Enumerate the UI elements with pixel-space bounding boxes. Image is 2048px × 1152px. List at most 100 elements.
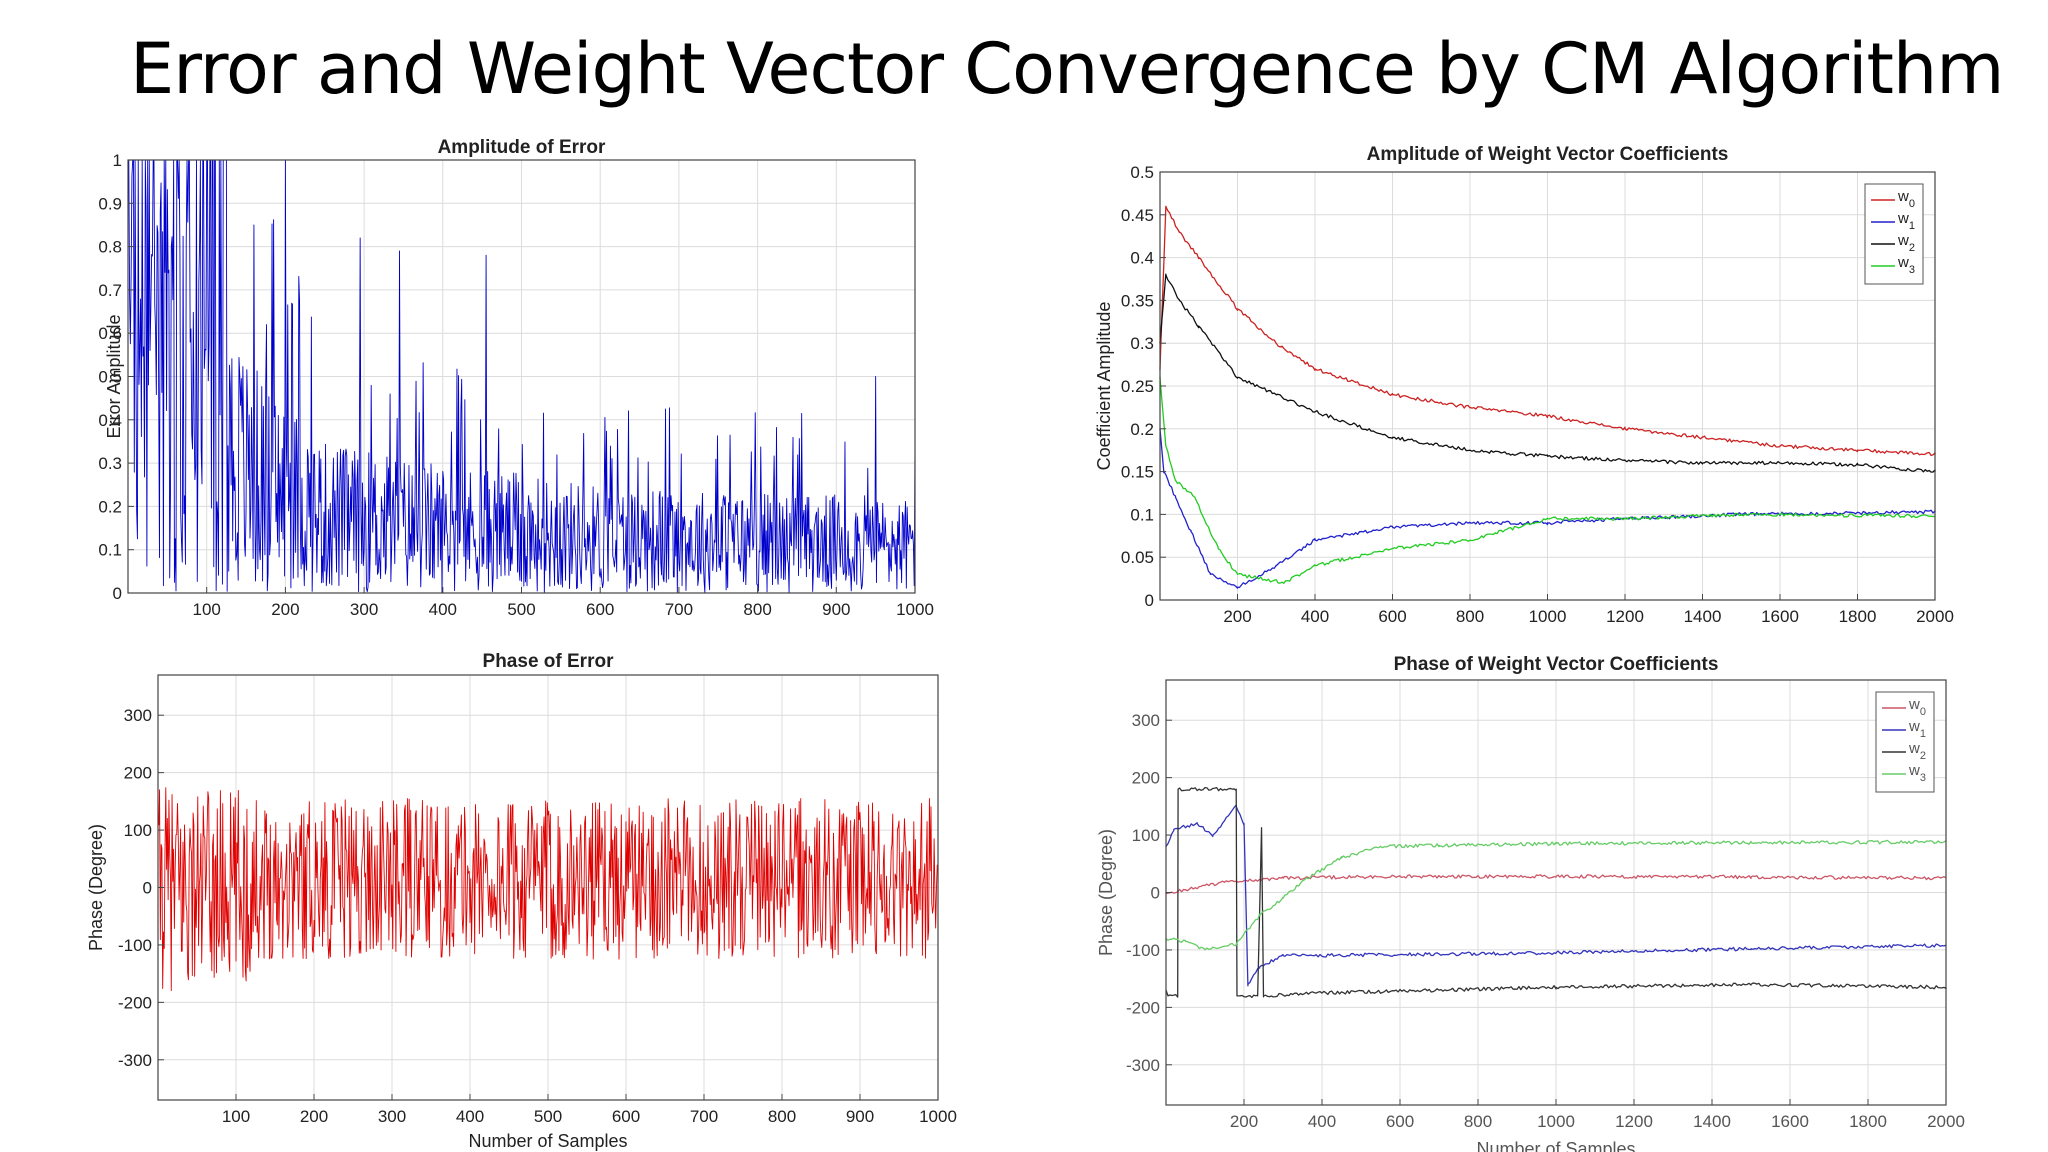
y-tick-label: 0.8	[98, 238, 122, 257]
y-tick-label: 0.35	[1121, 291, 1154, 310]
x-tick-label: 400	[456, 1107, 484, 1126]
x-tick-label: 1800	[1839, 607, 1877, 626]
series-line-w0	[1165, 874, 1947, 895]
series-group	[1165, 786, 1947, 999]
x-tick-label: 200	[271, 600, 299, 619]
x-tick-label: 800	[1464, 1112, 1492, 1131]
y-tick-label: 0.7	[98, 281, 122, 300]
series-line-w1	[1165, 804, 1947, 987]
series-line-w3	[1159, 376, 1936, 584]
x-axis-label: Number of Samples	[1476, 1139, 1635, 1152]
y-tick-label: 200	[1132, 769, 1160, 788]
series-line-0	[128, 159, 916, 594]
x-axis-label: Number of Samples	[468, 1131, 627, 1151]
ticks: 100 200 300 400 500 600 700 800 900 1000-300-200-…	[118, 706, 957, 1126]
slide-title: Error and Weight Vector Convergence by C…	[130, 28, 2004, 110]
x-tick-label: 500	[507, 600, 535, 619]
y-tick-label: 0.5	[98, 368, 122, 387]
y-tick-label: -300	[118, 1051, 152, 1070]
x-tick-label: 400	[429, 600, 457, 619]
x-tick-label: 2000	[1916, 607, 1954, 626]
x-tick-label: 100	[222, 1107, 250, 1126]
x-tick-label: 800	[768, 1107, 796, 1126]
y-tick-label: 100	[124, 821, 152, 840]
x-tick-label: 800	[743, 600, 771, 619]
y-tick-label: 0.6	[98, 324, 122, 343]
x-tick-label: 900	[846, 1107, 874, 1126]
x-tick-label: 200	[300, 1107, 328, 1126]
legend-subscript: 1	[1920, 728, 1926, 740]
series-line-0	[158, 787, 939, 992]
chart-amplitude-of-error: 100 200 300 400 500 600 700 800 900 1000 0 0.1 0.2 0.…	[98, 137, 934, 619]
x-tick-label: 1800	[1849, 1112, 1887, 1131]
y-tick-label: 0	[113, 584, 122, 603]
series-line-w0	[1159, 205, 1936, 457]
y-tick-label: 0.5	[1130, 163, 1154, 182]
y-tick-label: 100	[1132, 826, 1160, 845]
x-tick-label: 700	[690, 1107, 718, 1126]
y-tick-label: 0	[143, 879, 152, 898]
y-tick-label: -300	[1126, 1056, 1160, 1075]
y-tick-label: 0.25	[1121, 377, 1154, 396]
series-group	[128, 159, 916, 594]
x-tick-label: 900	[822, 600, 850, 619]
x-tick-label: 500	[534, 1107, 562, 1126]
y-axis-label: Coefficient Amplitude	[1094, 302, 1114, 471]
series-line-w3	[1165, 839, 1947, 951]
y-tick-label: 300	[1132, 711, 1160, 730]
y-axis-label: Error Amplitude	[104, 314, 124, 438]
y-tick-label: 0.2	[1130, 420, 1154, 439]
y-tick-label: 0	[1151, 884, 1160, 903]
grid	[1166, 680, 1947, 1105]
x-tick-label: 2000	[1927, 1112, 1965, 1131]
x-tick-label: 1400	[1684, 607, 1722, 626]
legend-subscript: 0	[1909, 198, 1915, 210]
y-tick-label: 0.9	[98, 194, 122, 213]
series-group	[158, 787, 939, 992]
ticks: 100 200 300 400 500 600 700 800 900 1000 0 0.1 0.2 0.…	[98, 151, 934, 619]
chart-phase-of-weight-vector-coefficients: 200 400 600 800 1000 1200 1400 1600 1800 2000-300…	[1096, 654, 1965, 1152]
y-tick-label: -200	[118, 993, 152, 1012]
y-tick-label: 200	[124, 764, 152, 783]
legend-subscript: 1	[1909, 220, 1915, 232]
x-tick-label: 700	[665, 600, 693, 619]
y-axis-label: Phase (Degree)	[1096, 829, 1116, 956]
y-tick-label: 0.4	[98, 411, 122, 430]
x-tick-label: 1000	[1537, 1112, 1575, 1131]
x-tick-label: 300	[378, 1107, 406, 1126]
x-tick-label: 800	[1456, 607, 1484, 626]
x-tick-label: 200	[1230, 1112, 1258, 1131]
chart-title: Amplitude of Weight Vector Coefficients	[1367, 144, 1729, 165]
y-tick-label: 0.05	[1121, 548, 1154, 567]
chart-title: Amplitude of Error	[438, 137, 606, 158]
y-tick-label: 0.4	[1130, 249, 1154, 268]
y-tick-label: 0	[1145, 591, 1154, 610]
x-tick-label: 1600	[1771, 1112, 1809, 1131]
y-tick-label: 1	[113, 151, 122, 170]
x-tick-label: 400	[1308, 1112, 1336, 1131]
x-tick-label: 600	[1378, 607, 1406, 626]
legend-subscript: 3	[1909, 264, 1915, 276]
y-tick-label: -100	[1126, 941, 1160, 960]
series-line-w2	[1165, 786, 1947, 999]
y-axis-label: Phase (Degree)	[86, 824, 106, 951]
ticks: 200 400 600 800 1000 1200 1400 1600 1800 2000-300…	[1126, 711, 1965, 1131]
x-tick-label: 1000	[919, 1107, 957, 1126]
y-tick-label: 0.2	[98, 497, 122, 516]
x-tick-label: 600	[612, 1107, 640, 1126]
x-tick-label: 1000	[896, 600, 934, 619]
y-tick-label: 0.1	[1130, 505, 1154, 524]
chart-title: Phase of Error	[483, 651, 615, 672]
x-tick-label: 1400	[1693, 1112, 1731, 1131]
x-tick-label: 1200	[1606, 607, 1644, 626]
legend-subscript: 2	[1920, 750, 1926, 762]
y-tick-label: -200	[1126, 998, 1160, 1017]
x-tick-label: 300	[350, 600, 378, 619]
series-line-w2	[1159, 273, 1936, 473]
chart-amplitude-of-weight-vector-coefficients: 200 400 600 800 1000 1200 1400 1600 1800 2000 0 0.0…	[1094, 144, 1954, 626]
y-tick-label: 300	[124, 706, 152, 725]
y-tick-label: 0.1	[98, 541, 122, 560]
x-tick-label: 400	[1301, 607, 1329, 626]
y-tick-label: -100	[118, 936, 152, 955]
